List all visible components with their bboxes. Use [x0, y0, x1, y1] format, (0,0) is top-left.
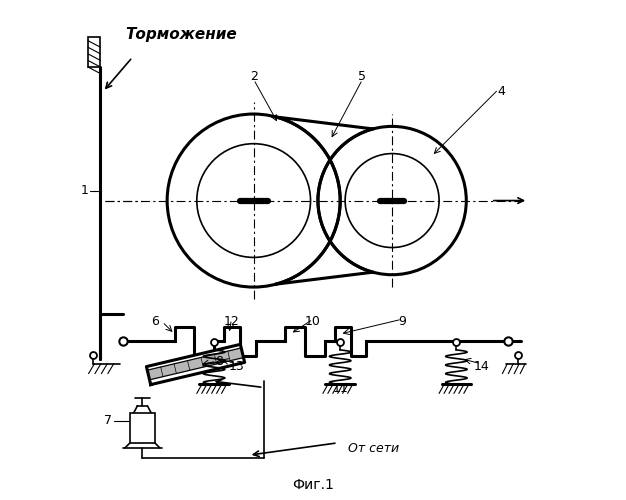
Text: 7: 7	[104, 414, 112, 427]
Bar	[88, 38, 100, 67]
Polygon shape	[146, 344, 245, 385]
Text: 6: 6	[151, 315, 159, 328]
Text: 13: 13	[228, 360, 244, 372]
Text: 5: 5	[359, 70, 366, 84]
Text: От сети: От сети	[347, 442, 399, 456]
Text: 4: 4	[497, 86, 505, 98]
Text: 10: 10	[305, 315, 321, 328]
Polygon shape	[147, 348, 244, 380]
Text: Фиг.1: Фиг.1	[292, 478, 334, 492]
Text: 11: 11	[332, 382, 348, 395]
Text: 1: 1	[81, 184, 88, 197]
Text: 8: 8	[215, 355, 223, 368]
Bar	[130, 413, 155, 443]
Text: 9: 9	[398, 315, 406, 328]
Text: 2: 2	[250, 70, 258, 84]
Text: 14: 14	[473, 360, 489, 372]
Text: Торможение: Торможение	[125, 28, 237, 42]
Text: 12: 12	[223, 315, 239, 328]
